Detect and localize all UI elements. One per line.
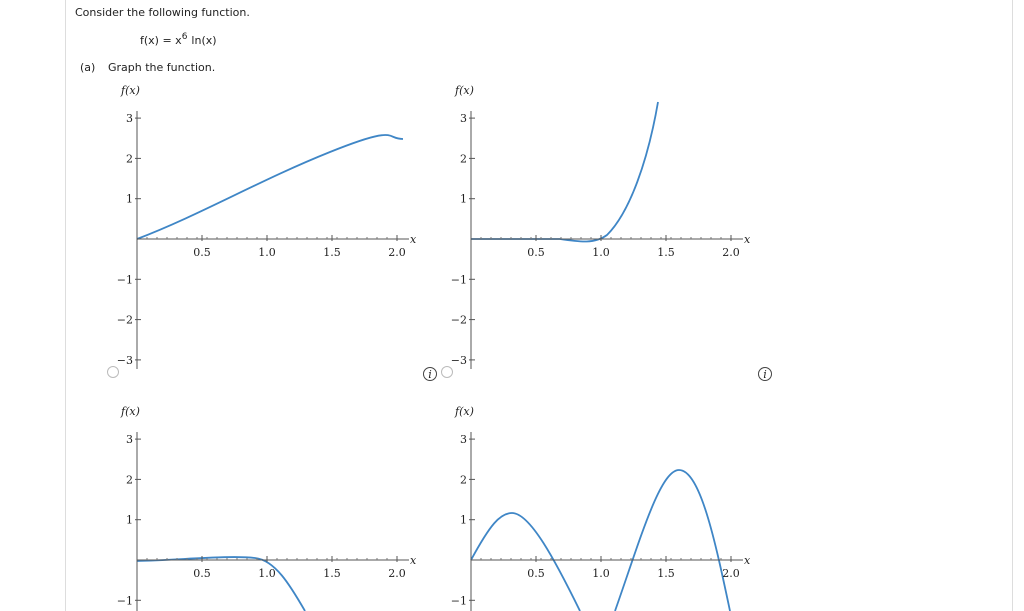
curve [136, 134, 404, 240]
x-tick-label: 1.0 [258, 246, 276, 259]
y-tick-label: 3 [460, 112, 467, 125]
y-tick-label: 1 [460, 193, 467, 206]
part-label: (a) [80, 61, 95, 74]
radio-button[interactable] [441, 366, 453, 378]
function: f(x) = x6 ln(x) [140, 32, 217, 47]
x-tick-label: 1.5 [657, 567, 675, 580]
x-tick-label: 0.5 [193, 567, 211, 580]
y-axis-label: f(x) [120, 405, 140, 418]
x-tick-label: 0.5 [193, 246, 211, 259]
x-tick-label: 1.0 [258, 567, 276, 580]
y-tick-label: 1 [126, 193, 133, 206]
y-tick-label: 2 [126, 473, 133, 486]
x-tick-label: 1.0 [592, 246, 610, 259]
x-tick-label: 2.0 [722, 246, 740, 259]
x-tick-label: 1.5 [657, 246, 675, 259]
y-tick-label: −1 [117, 273, 133, 286]
function-rhs: ln(x) [191, 34, 216, 47]
info-icon[interactable]: i [758, 367, 772, 382]
x-tick-label: 1.5 [323, 246, 341, 259]
y-axis-label: f(x) [454, 84, 474, 97]
y-tick-label: 1 [460, 514, 467, 527]
x-axis-label: x [410, 554, 417, 567]
y-axis-label: f(x) [454, 405, 474, 418]
y-tick-label: −2 [117, 314, 133, 327]
y-tick-label: −3 [451, 354, 467, 367]
function-lhs: f(x) = x [140, 34, 182, 47]
info-icon[interactable]: i [423, 367, 437, 382]
y-tick-label: −1 [451, 594, 467, 607]
x-tick-label: 1.0 [592, 567, 610, 580]
y-tick-label: 3 [126, 112, 133, 125]
y-tick-label: −1 [451, 273, 467, 286]
x-tick-label: 2.0 [722, 567, 740, 580]
svg-text:i: i [763, 368, 767, 381]
x-tick-label: 2.0 [388, 246, 406, 259]
instruction: Consider the following function. [75, 6, 250, 19]
y-tick-label: −1 [117, 594, 133, 607]
x-axis-label: x [410, 233, 417, 246]
x-tick-label: 2.0 [388, 567, 406, 580]
radio-button[interactable] [107, 366, 119, 378]
x-axis-label: x [744, 554, 751, 567]
part-text: Graph the function. [108, 61, 215, 74]
x-tick-label: 0.5 [527, 246, 545, 259]
y-tick-label: 2 [460, 152, 467, 165]
x-tick-label: 1.5 [323, 567, 341, 580]
x-tick-label: 0.5 [527, 567, 545, 580]
y-axis-label: f(x) [120, 84, 140, 97]
y-tick-label: 2 [460, 473, 467, 486]
y-tick-label: 2 [126, 152, 133, 165]
y-tick-label: 1 [126, 514, 133, 527]
y-tick-label: 3 [460, 433, 467, 446]
y-tick-label: −2 [451, 314, 467, 327]
y-tick-label: −3 [117, 354, 133, 367]
svg-text:i: i [428, 368, 432, 381]
y-tick-label: 3 [126, 433, 133, 446]
curve [136, 556, 306, 611]
curve [471, 101, 659, 243]
curve [470, 469, 731, 611]
x-axis-label: x [744, 233, 751, 246]
function-exponent: 6 [182, 32, 188, 42]
